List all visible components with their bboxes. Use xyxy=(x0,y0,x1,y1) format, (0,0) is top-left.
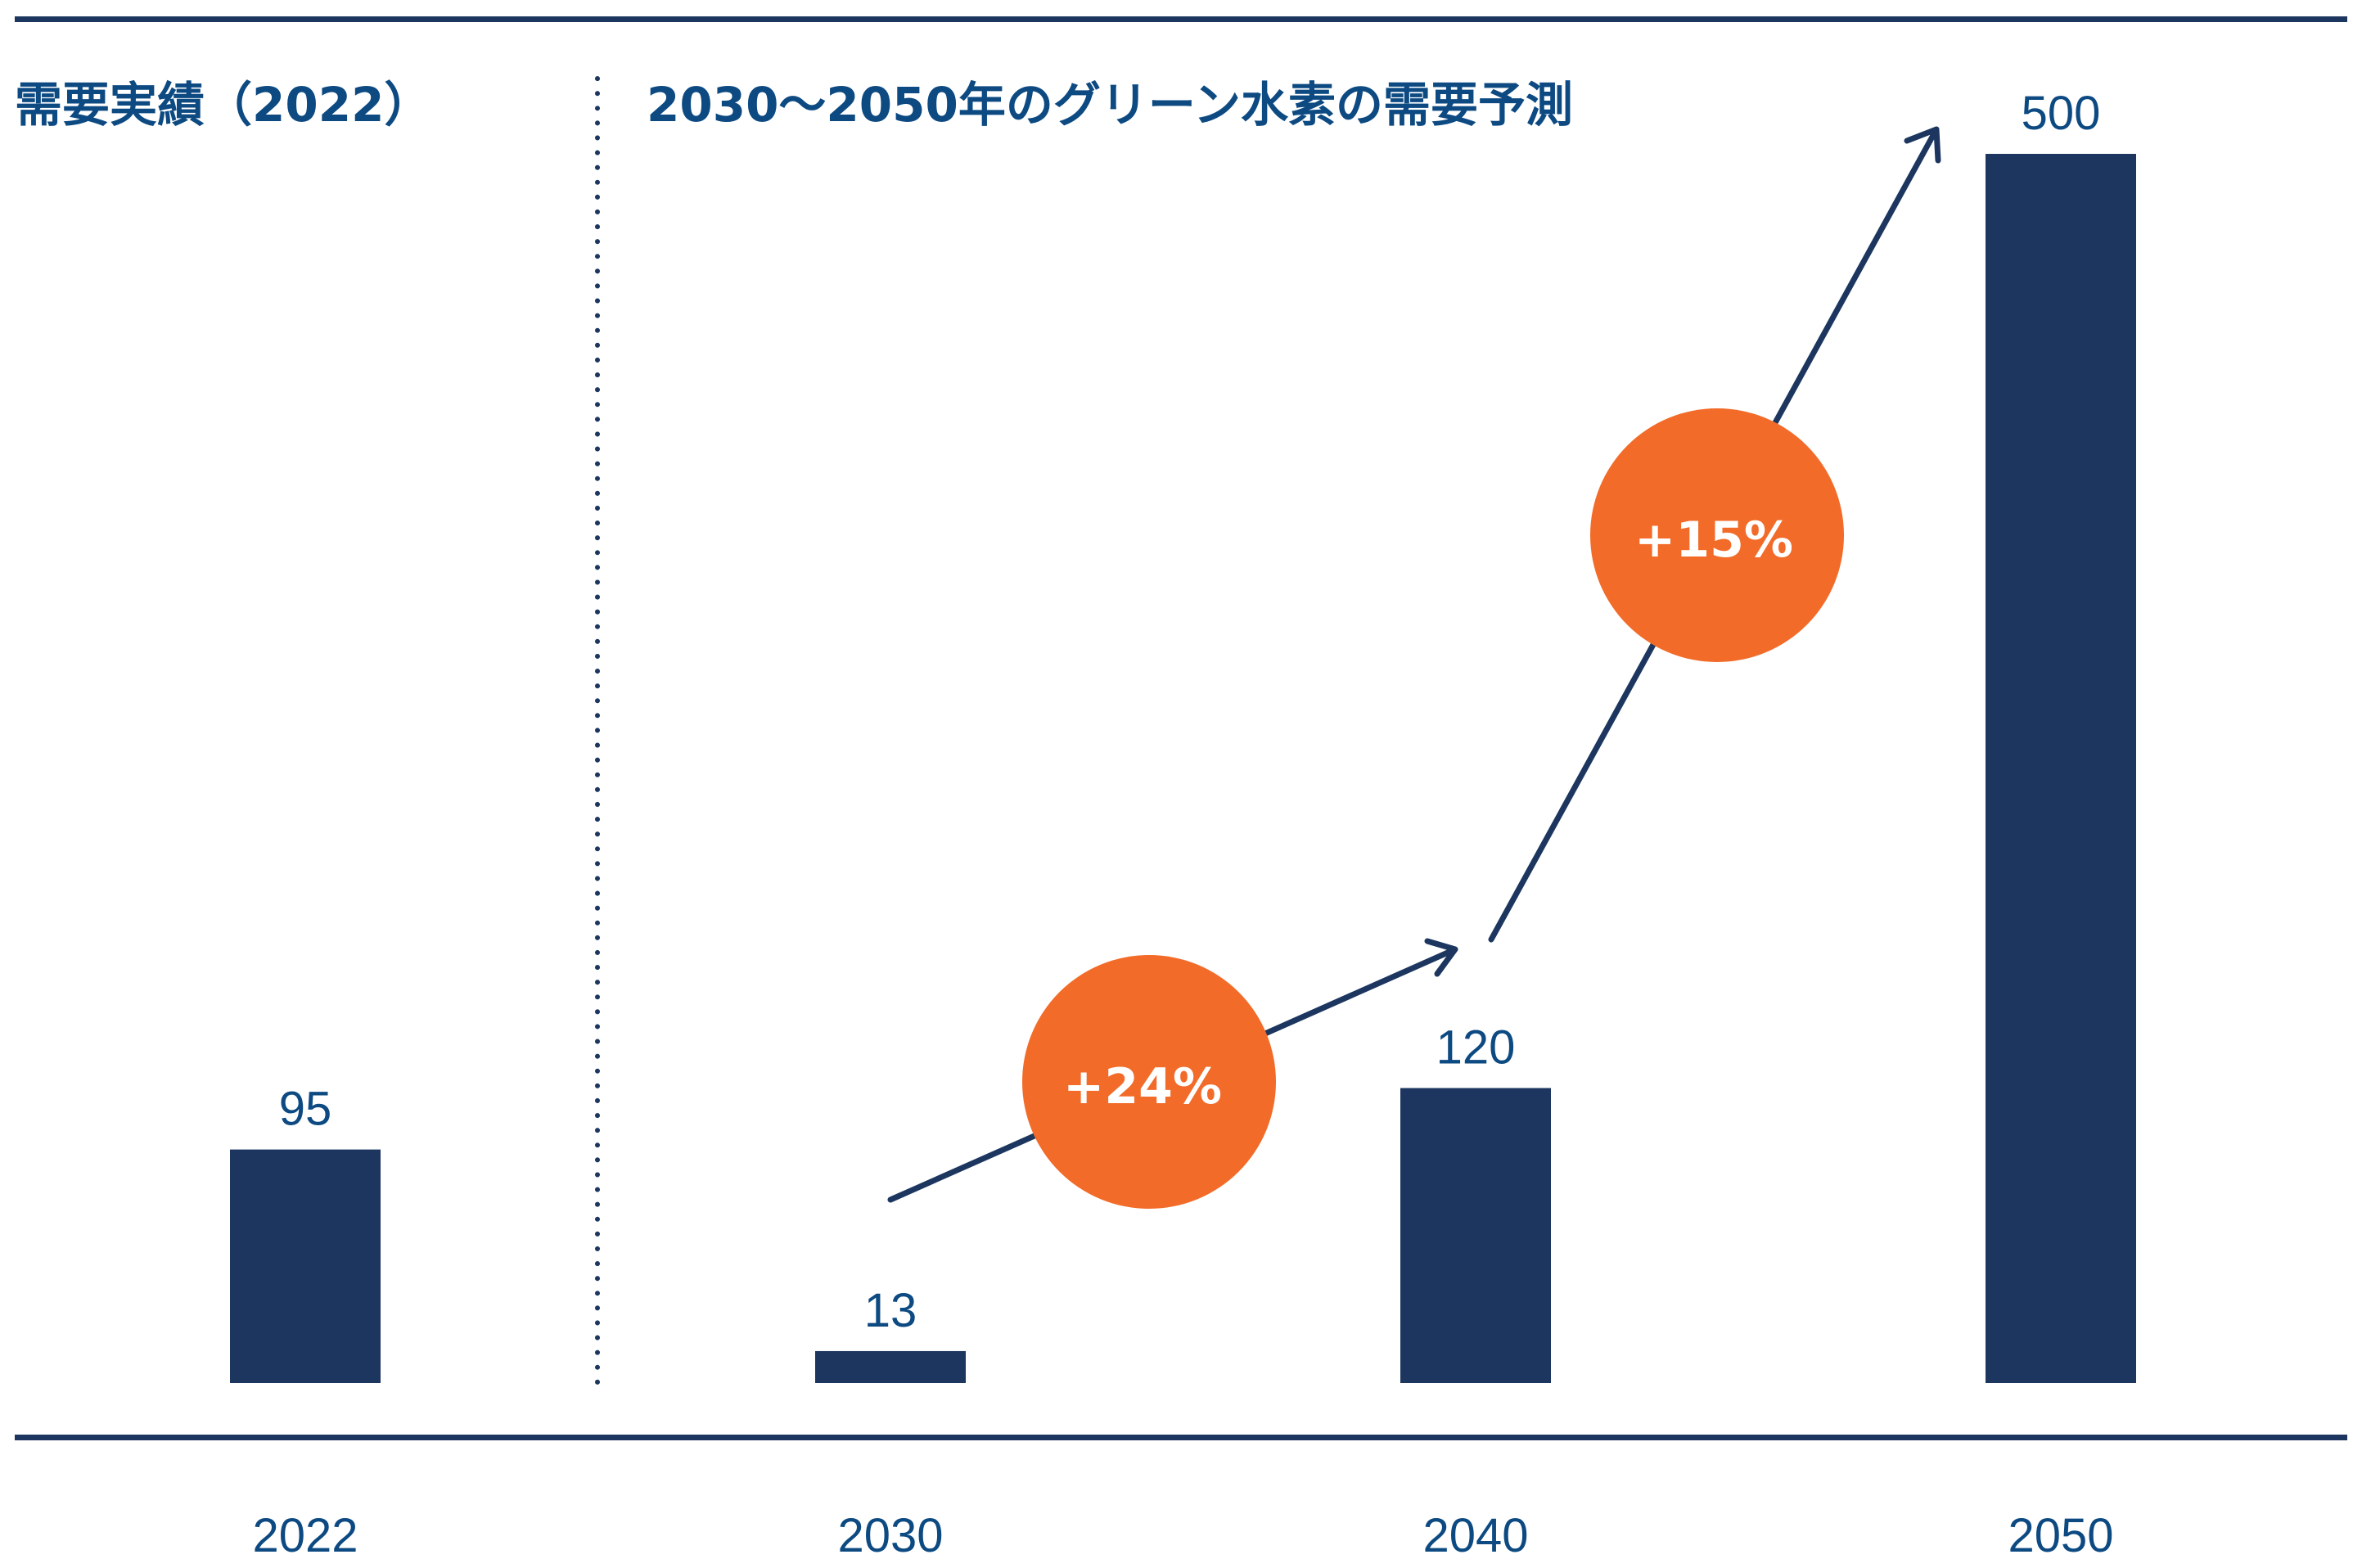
left-section-title: 需要実績（2022） xyxy=(15,77,431,133)
value-labels-group: 95 13 120 500 xyxy=(279,87,2101,1337)
right-section-title: 2030〜2050年のグリーン水素の需要予測 xyxy=(647,77,1573,133)
bar-2022 xyxy=(230,1149,381,1383)
tick-label-2022: 2022 xyxy=(252,1509,358,1562)
tick-label-2030: 2030 xyxy=(837,1509,943,1562)
tick-label-2040: 2040 xyxy=(1422,1509,1528,1562)
bar-2050 xyxy=(1986,154,2136,1383)
bar-2040 xyxy=(1400,1088,1551,1383)
growth-label-2030-2040: +24% xyxy=(1063,1058,1222,1115)
tick-labels-group: 2022 2030 2040 2050 xyxy=(252,1509,2113,1562)
growth-label-2040-2050: +15% xyxy=(1634,511,1793,569)
growth-badge-2040-2050 xyxy=(1590,408,1844,662)
top-rule xyxy=(15,16,2347,22)
value-label-2050: 500 xyxy=(2022,87,2101,140)
growth-badge-2030-2040 xyxy=(1022,955,1276,1209)
value-label-2022: 95 xyxy=(279,1083,332,1136)
tick-label-2050: 2050 xyxy=(2008,1509,2113,1562)
value-label-2030: 13 xyxy=(864,1284,917,1337)
value-label-2040: 120 xyxy=(1436,1021,1516,1075)
bar-2030 xyxy=(815,1350,966,1383)
bars-group xyxy=(230,154,2136,1383)
bottom-rule xyxy=(15,1435,2347,1440)
